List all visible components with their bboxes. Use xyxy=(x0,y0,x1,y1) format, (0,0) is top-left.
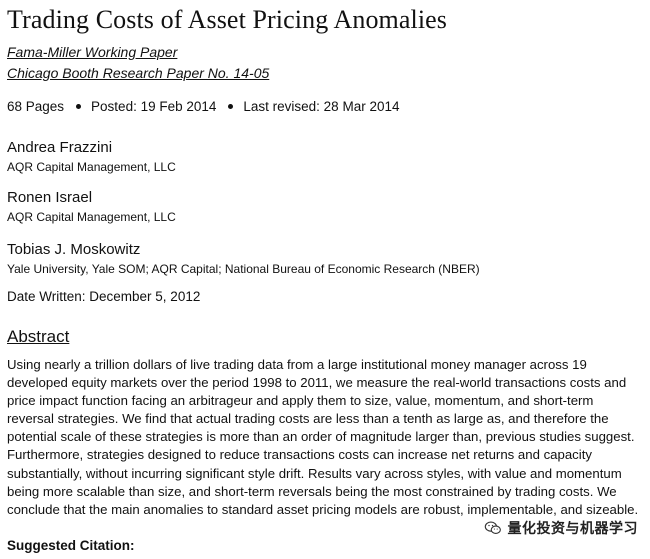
author-affiliation: AQR Capital Management, LLC xyxy=(7,160,176,174)
author-name[interactable]: Andrea Frazzini xyxy=(7,139,113,156)
paper-title: Trading Costs of Asset Pricing Anomalies xyxy=(7,5,448,34)
watermark: 量化投资与机器学习 xyxy=(479,517,642,539)
author-name[interactable]: Tobias J. Moskowitz xyxy=(7,241,141,258)
abstract-line: substantially, without incurring signifi… xyxy=(7,465,622,481)
abstract-line: developed equity markets over the period… xyxy=(7,375,627,391)
posted-date: Posted: 19 Feb 2014 xyxy=(91,99,217,114)
suggested-citation-label: Suggested Citation: xyxy=(7,538,135,553)
abstract-line: Furthermore, strategies designed to redu… xyxy=(7,447,592,463)
series-link-fama-miller[interactable]: Fama-Miller Working Paper xyxy=(7,44,178,60)
date-written: Date Written: December 5, 2012 xyxy=(7,289,201,304)
watermark-text: 量化投资与机器学习 xyxy=(507,521,638,537)
author-affiliation: Yale University, Yale SOM; AQR Capital; … xyxy=(7,262,480,276)
abstract-line: being more scalable than size, and short… xyxy=(7,483,617,499)
author-affiliation: AQR Capital Management, LLC xyxy=(7,210,176,224)
abstract-line: reversal strategies. We find that actual… xyxy=(7,411,609,427)
series-link-chicago-booth[interactable]: Chicago Booth Research Paper No. 14-05 xyxy=(7,65,270,81)
paper-meta: 68 Pages Posted: 19 Feb 2014 Last revise… xyxy=(7,99,399,114)
bullet-icon xyxy=(228,104,234,109)
abstract-body: Using nearly a trillion dollars of live … xyxy=(7,356,643,519)
abstract-line: price impact function facing an arbitrag… xyxy=(7,393,594,409)
wechat-icon xyxy=(484,521,501,534)
author-block: Tobias J. Moskowitz Yale University, Yal… xyxy=(7,241,480,276)
author-name[interactable]: Ronen Israel xyxy=(7,189,93,206)
revised-date: Last revised: 28 Mar 2014 xyxy=(243,99,400,114)
author-block: Ronen Israel AQR Capital Management, LLC xyxy=(7,189,176,224)
author-block: Andrea Frazzini AQR Capital Management, … xyxy=(7,139,176,174)
page-count: 68 Pages xyxy=(7,99,65,114)
bullet-icon xyxy=(76,104,82,109)
abstract-heading: Abstract xyxy=(7,327,70,346)
abstract-line: Using nearly a trillion dollars of live … xyxy=(7,357,587,372)
abstract-line: potential scale of these strategies is m… xyxy=(7,429,635,445)
abstract-line: conclude that the main anomalies to stan… xyxy=(7,501,639,517)
